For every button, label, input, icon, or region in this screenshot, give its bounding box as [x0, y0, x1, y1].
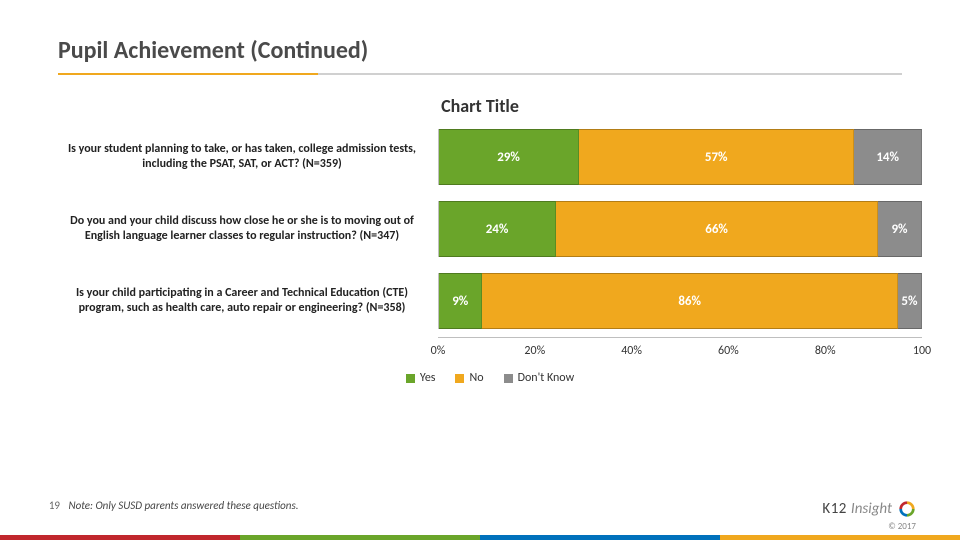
legend-swatch	[406, 374, 415, 383]
stacked-bar: 9%86%5%	[439, 273, 922, 329]
bar-segment: 14%	[854, 129, 922, 185]
brand-k: K	[822, 500, 830, 518]
legend: Yes No Don't Know	[58, 371, 922, 387]
bar-segment: 57%	[579, 129, 854, 185]
bar-wrap: 9%86%5%	[438, 273, 922, 329]
x-axis-ticks: 0%20%40%60%80%100	[438, 338, 922, 367]
legend-item: Yes	[406, 371, 436, 385]
legend-swatch	[504, 374, 513, 383]
row-label: Do you and your child discuss how close …	[58, 214, 438, 244]
chart-area: Is your student planning to take, or has…	[58, 121, 922, 401]
title-underline	[58, 73, 902, 75]
axis-tick: 100	[913, 344, 931, 358]
page-number: 19	[40, 499, 60, 512]
stacked-bar: 24%66%9%	[439, 201, 922, 257]
chart-rows: Is your student planning to take, or has…	[58, 121, 922, 337]
title-block: Pupil Achievement (Continued)	[0, 0, 960, 75]
legend-label: No	[469, 371, 483, 385]
footer-bar-segment	[720, 535, 960, 540]
brand-insight: Insight	[851, 500, 892, 518]
bar-segment: 29%	[439, 129, 579, 185]
bar-segment: 5%	[898, 273, 922, 329]
legend-label: Yes	[420, 371, 436, 385]
bar-wrap: 29%57%14%	[438, 129, 922, 185]
axis-tick: 20%	[524, 344, 545, 358]
footer-bar-segment	[240, 535, 480, 540]
brand-logo: K12 Insight	[822, 500, 916, 518]
page-root: Pupil Achievement (Continued) Chart Titl…	[0, 0, 960, 540]
brand-ring-icon	[898, 500, 916, 518]
legend-item: Don't Know	[504, 371, 575, 385]
brand-k12: K12	[822, 500, 847, 518]
footnote-text: Note: Only SUSD parents answered these q…	[69, 499, 299, 512]
brand-12: 12	[831, 500, 847, 518]
footer-bar-segment	[0, 535, 240, 540]
axis-tick: 40%	[621, 344, 642, 358]
footnote-block: 19 Note: Only SUSD parents answered thes…	[40, 499, 299, 512]
x-axis: 0%20%40%60%80%100	[438, 337, 922, 367]
axis-tick: 0%	[431, 344, 446, 358]
legend-item: No	[455, 371, 483, 385]
chart-row: Is your student planning to take, or has…	[58, 121, 922, 193]
row-label: Is your student planning to take, or has…	[58, 142, 438, 172]
legend-label: Don't Know	[518, 371, 575, 385]
page-title: Pupil Achievement (Continued)	[58, 36, 902, 73]
bar-segment: 9%	[878, 201, 922, 257]
bar-segment: 66%	[556, 201, 878, 257]
legend-swatch	[455, 374, 464, 383]
bar-segment: 24%	[439, 201, 556, 257]
stacked-bar: 29%57%14%	[439, 129, 922, 185]
axis-tick: 80%	[815, 344, 836, 358]
footer-bar-segment	[480, 535, 720, 540]
footer-color-bar	[0, 535, 960, 540]
chart-title: Chart Title	[0, 95, 960, 117]
bar-segment: 86%	[482, 273, 897, 329]
chart-row: Do you and your child discuss how close …	[58, 193, 922, 265]
row-label: Is your child participating in a Career …	[58, 286, 438, 316]
chart-row: Is your child participating in a Career …	[58, 265, 922, 337]
axis-tick: 60%	[718, 344, 739, 358]
bar-segment: 9%	[439, 273, 482, 329]
bar-wrap: 24%66%9%	[438, 201, 922, 257]
copyright: © 2017	[888, 521, 916, 532]
